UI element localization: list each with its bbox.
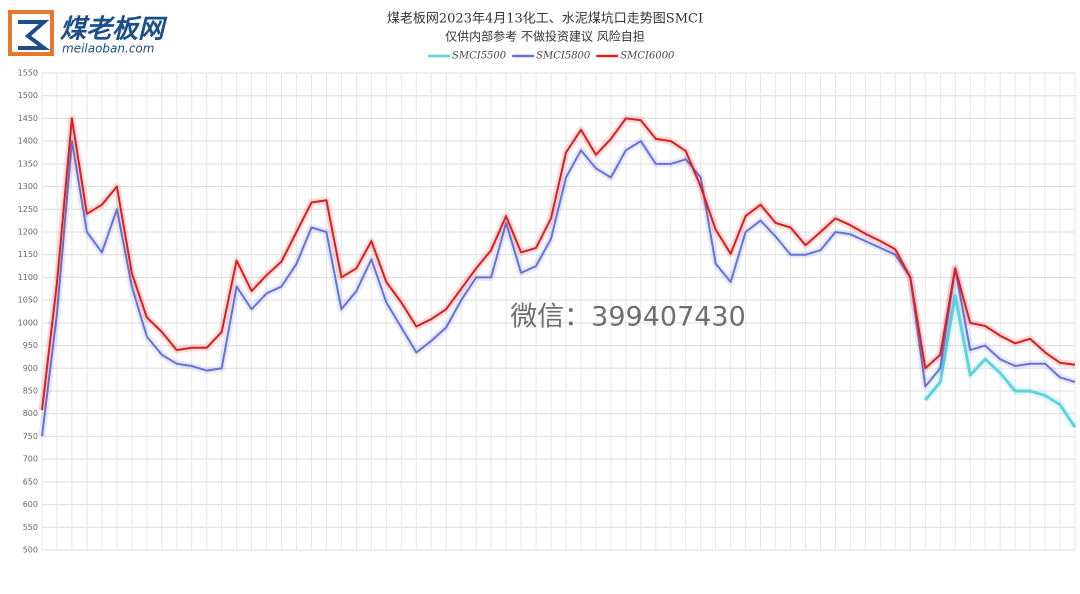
y-tick-label: 1250: [18, 205, 38, 214]
y-tick-label: 1400: [18, 137, 38, 146]
series-line: [41, 117, 1076, 411]
legend-label: SMCI5800: [536, 51, 591, 62]
y-tick-label: 1200: [18, 228, 38, 237]
y-tick-label: 1550: [18, 69, 38, 78]
y-tick-label: 900: [23, 364, 38, 373]
y-tick-label: 750: [23, 432, 38, 441]
y-tick-label: 1150: [18, 250, 38, 259]
y-tick-label: 950: [23, 341, 38, 350]
y-tick-label: 600: [23, 500, 38, 509]
legend: SMCI5500 SMCI5800 SMCI6000: [428, 51, 675, 62]
y-tick-label: 500: [23, 546, 38, 555]
y-tick-label: 1100: [18, 273, 38, 282]
chart-title: 煤老板网2023年4月13化工、水泥煤坑口走势图SMCI: [387, 11, 703, 27]
legend-label: SMCI6000: [620, 51, 675, 62]
legend-label: SMCI5500: [452, 51, 507, 62]
lines: [38, 114, 1079, 437]
y-tick-label: 1450: [18, 114, 38, 123]
series-line: [41, 140, 1076, 437]
y-tick-label: 1350: [18, 159, 38, 168]
logo-name: 煤老板网: [60, 15, 168, 45]
logo-icon: [8, 10, 54, 56]
y-tick-label: 1050: [18, 296, 38, 305]
logo-mark: [18, 20, 50, 50]
y-tick-label: 850: [23, 387, 38, 396]
y-tick-label: 700: [23, 455, 38, 464]
logo: 煤老板网 meilaoban.com: [8, 10, 168, 56]
series-line: [924, 294, 1077, 429]
logo-url: meilaoban.com: [62, 42, 154, 56]
y-tick-label: 650: [23, 477, 38, 486]
y-tick-label: 1000: [18, 318, 38, 327]
y-tick-label: 1500: [18, 91, 38, 100]
chart-subtitle: 仅供内部参考 不做投资建议 风险自担: [445, 29, 645, 44]
y-tick-label: 800: [23, 409, 38, 418]
y-tick-label: 550: [23, 523, 38, 532]
watermark: 微信：399407430: [510, 302, 746, 333]
y-tick-label: 1300: [18, 182, 38, 191]
